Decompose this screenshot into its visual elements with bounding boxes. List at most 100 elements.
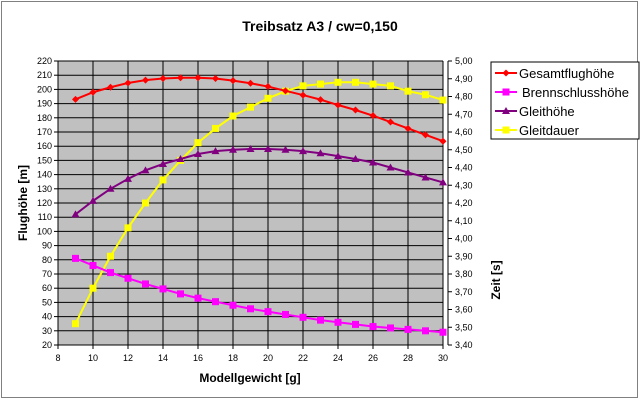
data-point [142, 280, 149, 288]
y2-tick-label: 3,40 [455, 340, 473, 350]
y2-tick-label: 3,70 [455, 287, 473, 297]
series-brennschlusshöhe [72, 254, 447, 336]
legend-marker [502, 126, 510, 134]
data-point [387, 324, 394, 332]
data-point [142, 76, 149, 84]
data-point [422, 91, 429, 99]
data-point [89, 261, 97, 269]
series-line [74, 81, 444, 325]
x-tick-label: 18 [228, 353, 238, 363]
y-tick-label: 170 [37, 127, 52, 137]
data-point [124, 274, 132, 282]
data-point [194, 150, 202, 158]
legend-label: Gleithöhe [519, 104, 575, 119]
legend-marker [502, 69, 510, 77]
data-point [107, 252, 114, 260]
y2-tick-label: 4,80 [455, 92, 473, 102]
data-point [194, 139, 202, 147]
data-point [351, 154, 360, 162]
data-point [387, 82, 394, 90]
data-point [194, 294, 202, 302]
chart-title: Treibsatz A3 / cw=0,150 [242, 18, 398, 34]
data-point [229, 145, 237, 153]
series-line [75, 76, 444, 143]
data-point [89, 88, 97, 96]
data-point [404, 325, 412, 333]
y-tick-label: 180 [37, 113, 52, 123]
data-point [422, 131, 429, 139]
data-point [124, 174, 132, 182]
x-tick-label: 22 [298, 353, 308, 363]
data-point [247, 79, 254, 87]
y2-tick-label: 3,60 [455, 305, 473, 315]
y-tick-label: 90 [42, 241, 52, 251]
data-point [159, 159, 167, 167]
data-point [142, 199, 149, 207]
y2-tick-label: 4,90 [455, 74, 473, 84]
data-point [352, 320, 359, 328]
series-line [75, 257, 444, 334]
data-point [421, 173, 430, 181]
data-point [247, 103, 254, 111]
y2-tick-label: 4,60 [455, 127, 473, 137]
legend-label: Gleitdauer [519, 123, 580, 138]
y-tick-label: 50 [42, 297, 52, 307]
data-point [124, 79, 132, 87]
y-tick-label: 190 [37, 99, 52, 109]
data-point [264, 94, 272, 102]
data-point [247, 305, 254, 313]
legend-item: Gesamtflughöhe [495, 66, 614, 81]
legend-item: Brennschlusshöhe [495, 85, 629, 100]
data-point [439, 96, 447, 104]
series-gleithöhe [71, 145, 447, 218]
data-point [264, 308, 272, 316]
data-point [211, 147, 220, 155]
data-point [369, 323, 377, 331]
legend-label: Brennschlusshöhe [522, 85, 629, 100]
y-tick-label: 140 [37, 170, 52, 180]
data-point [334, 152, 342, 160]
y-tick-label: 130 [37, 184, 52, 194]
data-point [334, 101, 342, 109]
data-point [334, 318, 342, 326]
x-tick-label: 8 [55, 353, 60, 363]
data-point [124, 224, 132, 232]
legend-marker [502, 88, 510, 96]
data-point [71, 210, 80, 218]
data-point [369, 80, 377, 88]
x-tick-label: 24 [333, 353, 343, 363]
y-tick-label: 40 [42, 312, 52, 322]
x-tick-label: 26 [368, 353, 378, 363]
data-point [194, 74, 202, 82]
y2-tick-label: 4,70 [455, 109, 473, 119]
data-point [177, 290, 184, 298]
data-point [299, 82, 307, 90]
data-point [212, 298, 219, 306]
y-tick-label: 60 [42, 283, 52, 293]
y-tick-label: 200 [37, 84, 52, 94]
data-point [404, 124, 412, 132]
x-tick-label: 14 [158, 353, 168, 363]
data-point [264, 145, 272, 153]
y2-tick-label: 4,10 [455, 216, 473, 226]
x-tick-label: 30 [438, 353, 448, 363]
data-point [141, 166, 150, 174]
data-point [439, 328, 447, 336]
y-tick-label: 120 [37, 198, 52, 208]
data-point [264, 83, 272, 91]
data-point [212, 74, 219, 82]
data-point [316, 149, 325, 157]
data-point [404, 87, 412, 95]
legend-marker [502, 107, 510, 114]
data-point [369, 158, 377, 166]
data-point [281, 145, 290, 153]
legend: Gesamtflughöhe Brennschlusshöhe Gleithöhe G… [490, 61, 640, 140]
y-tick-label: 30 [42, 326, 52, 336]
y2-tick-label: 4,50 [455, 145, 473, 155]
data-point [159, 285, 167, 293]
data-point [439, 137, 447, 145]
y2-tick-label: 4,00 [455, 234, 473, 244]
legend-box [490, 61, 640, 140]
data-point [229, 77, 237, 85]
